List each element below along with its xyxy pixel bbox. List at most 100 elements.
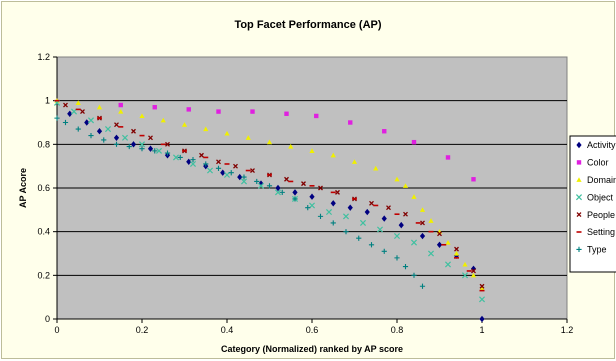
series-activity [67, 110, 485, 323]
x-tick-label: 0.2 [136, 325, 149, 335]
data-point [364, 208, 370, 216]
data-point [462, 261, 468, 267]
y-axis-label: AP Acore [18, 168, 28, 208]
data-point [113, 141, 120, 147]
data-point [317, 213, 324, 219]
data-point [381, 248, 387, 254]
data-point [318, 185, 323, 191]
data-point [351, 159, 358, 164]
data-point [63, 102, 68, 108]
data-point [220, 169, 226, 176]
data-point [359, 219, 367, 226]
data-point [131, 128, 136, 134]
data-point [237, 173, 243, 181]
data-point [436, 241, 443, 248]
data-point [190, 157, 196, 163]
data-point [419, 207, 426, 212]
x-tick-label: 0 [54, 325, 59, 335]
data-point [347, 204, 353, 211]
data-point [402, 264, 409, 270]
data-point [245, 135, 251, 140]
data-point [113, 134, 120, 141]
data-point [445, 239, 451, 245]
series-setting [54, 99, 485, 292]
data-point [250, 109, 255, 114]
data-point [284, 176, 289, 182]
data-point [70, 108, 78, 115]
y-tick-label: 1.2 [37, 52, 50, 62]
data-point [181, 122, 188, 127]
legend-label: Color [587, 158, 609, 168]
data-point [309, 148, 315, 153]
data-point [381, 215, 387, 222]
legend-label: Activity [587, 140, 616, 150]
data-point [410, 239, 418, 246]
y-tick-label: 0.4 [37, 227, 50, 237]
data-point [445, 155, 451, 160]
data-point [241, 174, 247, 180]
data-point [96, 128, 103, 135]
data-point [138, 141, 146, 148]
data-point [428, 218, 434, 223]
data-point [288, 143, 294, 149]
data-point [152, 148, 158, 154]
data-point [470, 272, 477, 278]
data-point [189, 160, 197, 168]
x-tick-label: 1 [479, 325, 484, 335]
data-point [224, 130, 230, 136]
data-point [398, 221, 404, 229]
data-point [305, 205, 311, 211]
data-point [148, 135, 153, 141]
data-point [216, 159, 221, 165]
data-point [394, 255, 400, 261]
legend-label: People [587, 210, 615, 220]
data-point [155, 147, 163, 154]
data-point [118, 108, 124, 114]
data-point [314, 113, 319, 119]
data-point [386, 205, 391, 211]
data-point [228, 170, 234, 176]
data-point [478, 296, 486, 303]
data-point [203, 161, 209, 167]
data-point [62, 119, 69, 126]
data-point [250, 168, 255, 173]
data-point [393, 233, 401, 240]
data-point [177, 154, 183, 161]
data-point [292, 189, 298, 196]
data-point [479, 315, 485, 323]
data-point [342, 213, 350, 220]
legend-label: Setting [587, 227, 615, 237]
data-point [84, 119, 90, 126]
data-point [356, 235, 362, 241]
x-tick-label: 0.6 [306, 325, 319, 335]
data-point [437, 231, 442, 237]
data-point [471, 268, 476, 274]
data-point [96, 104, 103, 110]
data-point [121, 134, 129, 141]
data-point [284, 111, 289, 116]
data-point [266, 183, 273, 189]
y-tick-label: 0.2 [37, 270, 50, 280]
data-point [254, 178, 260, 185]
data-point [402, 183, 409, 188]
y-tick-label: 0.8 [37, 139, 50, 149]
data-point [325, 208, 333, 216]
data-point [139, 146, 145, 152]
data-point [139, 113, 145, 119]
data-point [427, 250, 435, 257]
data-point [240, 178, 248, 185]
data-point [309, 193, 315, 200]
data-point [257, 182, 265, 189]
legend: Activity Color Domain Object People Setting Ty… [569, 135, 616, 273]
data-point [394, 176, 400, 182]
legend-marker [575, 194, 583, 201]
y-tick-label: 1 [45, 96, 50, 106]
chart-title: Top Facet Performance (AP) [234, 19, 381, 31]
y-tick-label: 0 [45, 314, 50, 324]
data-point [419, 232, 426, 240]
data-point [376, 226, 384, 233]
data-point [186, 158, 192, 165]
data-point [411, 272, 417, 278]
